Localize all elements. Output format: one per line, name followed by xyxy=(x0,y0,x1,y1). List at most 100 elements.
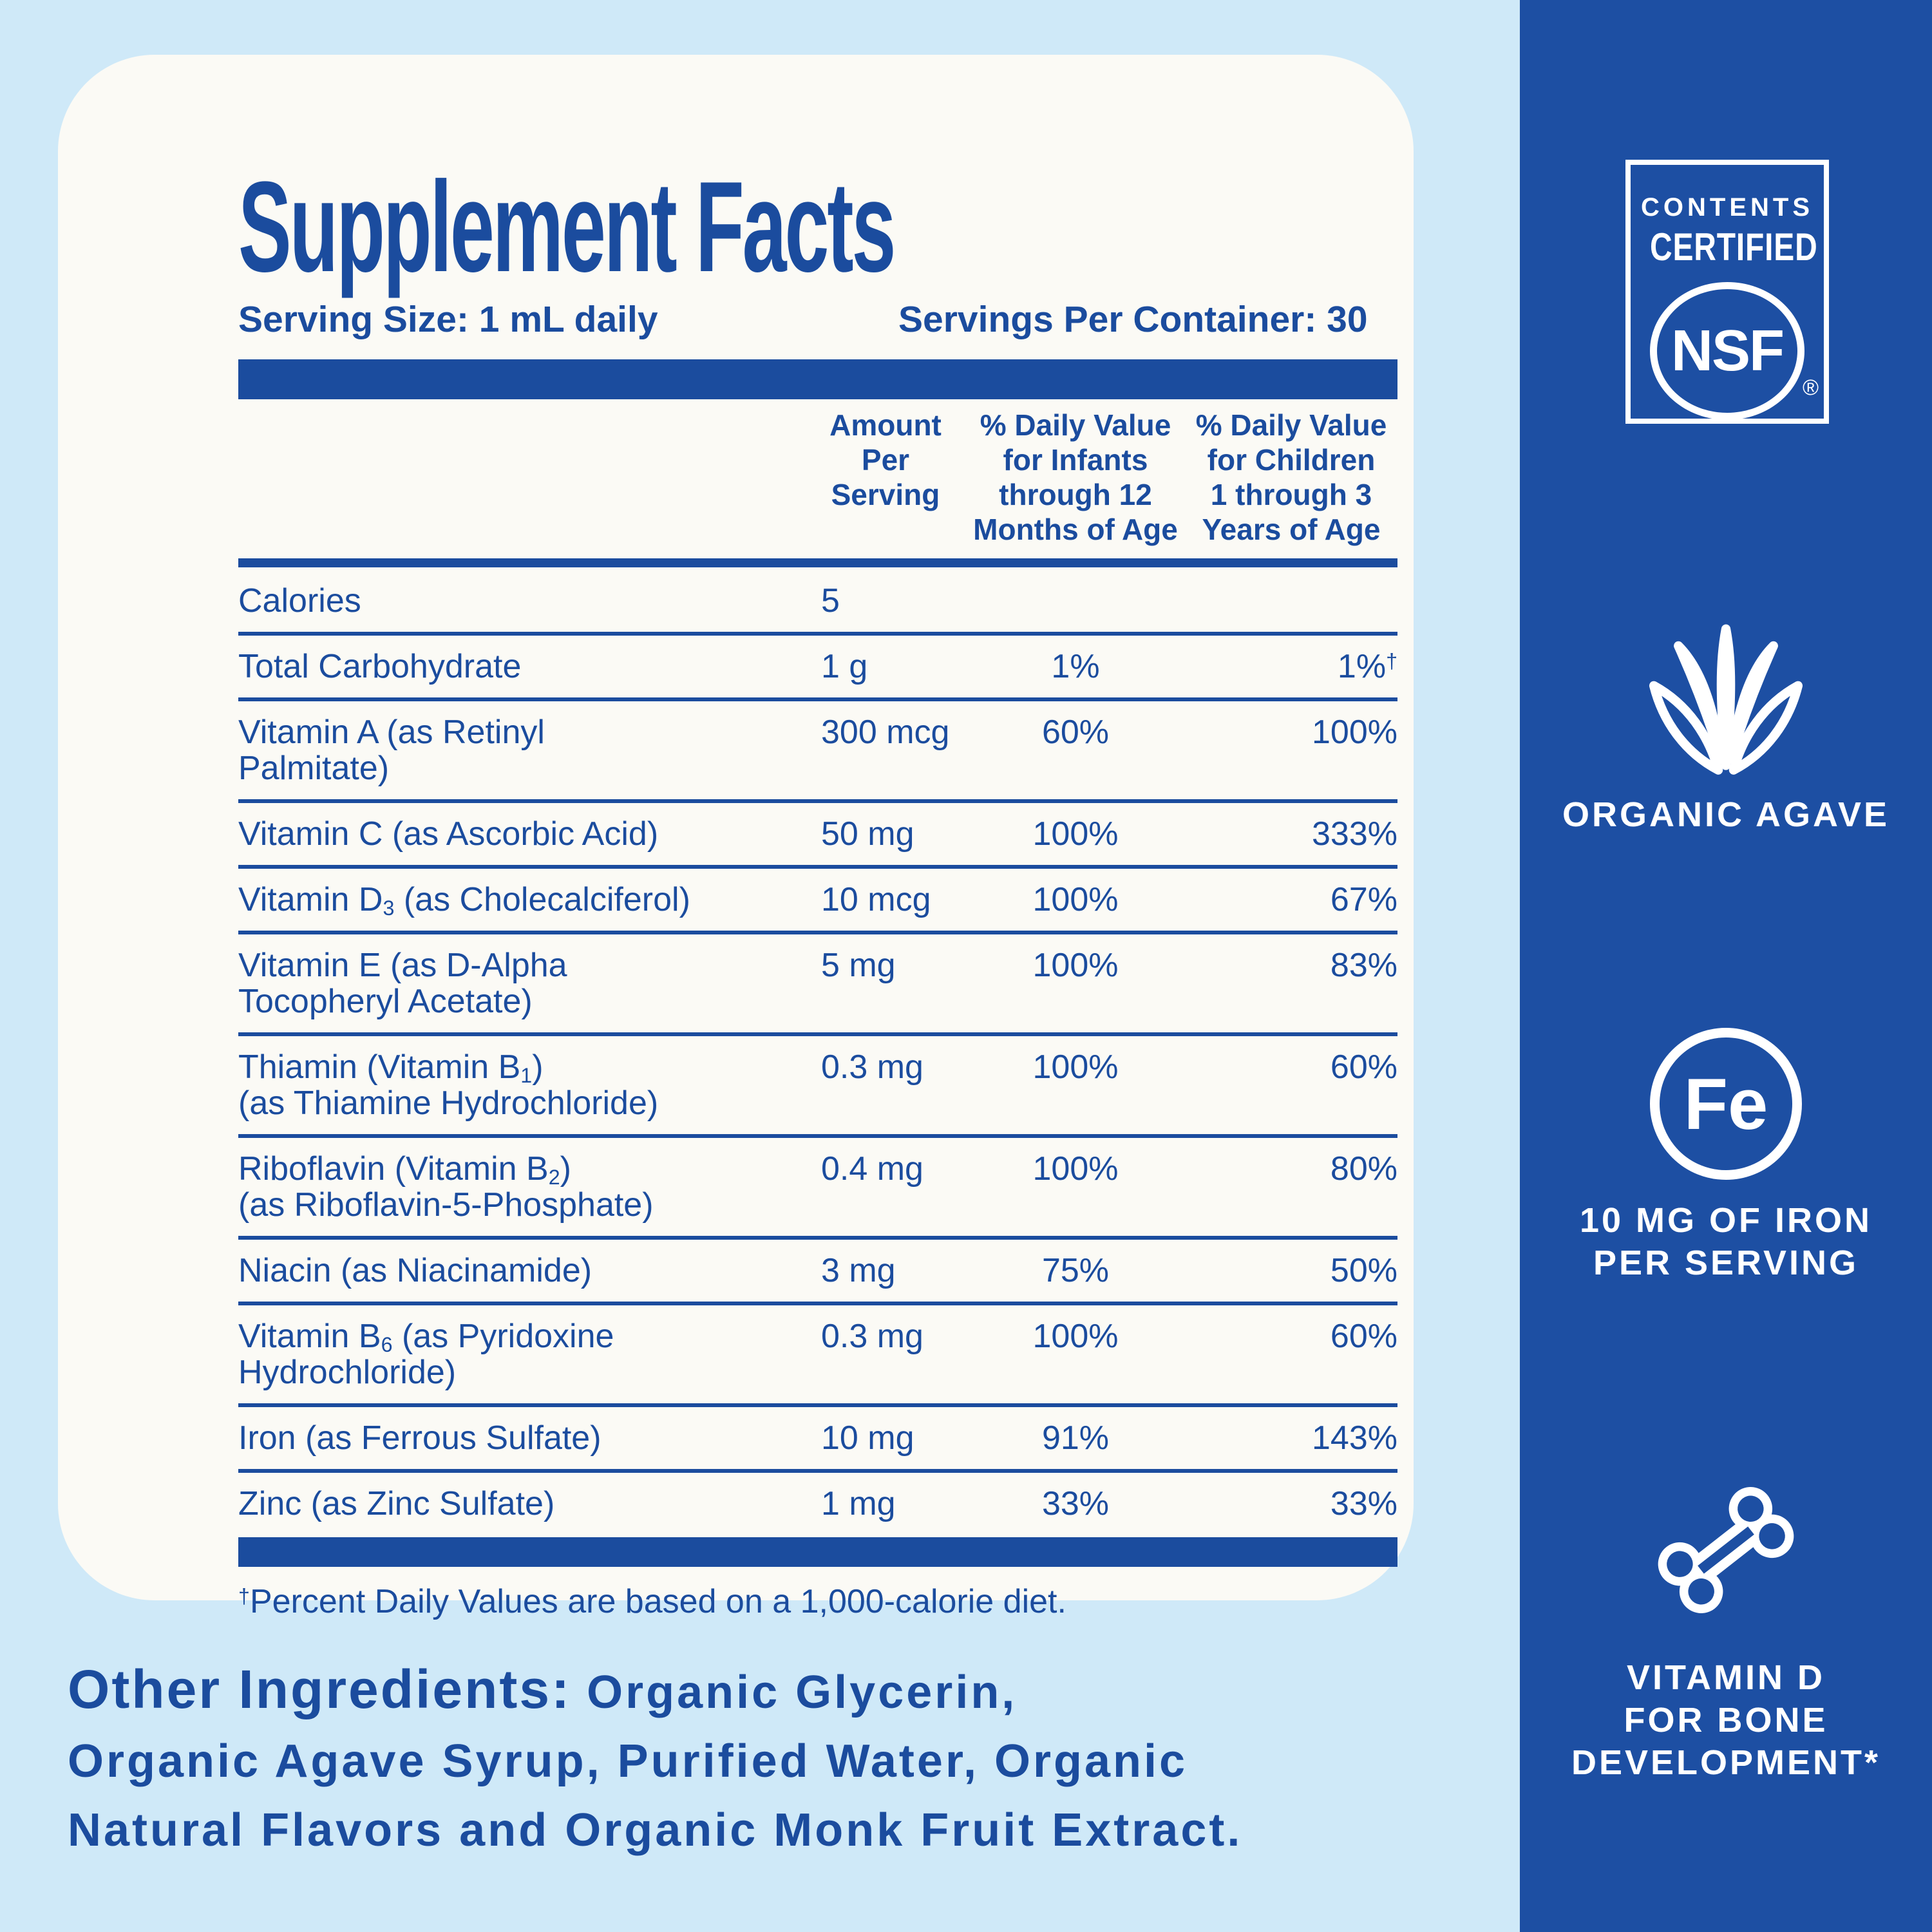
row-name: Calories xyxy=(238,582,361,620)
table-row: Calories 5 xyxy=(238,570,1397,636)
row-name: Vitamin A (as Retinyl Palmitate) xyxy=(238,714,545,787)
bone-label-line2: FOR BONE xyxy=(1624,1701,1828,1739)
row-children: 80% xyxy=(1330,1150,1397,1188)
row-infants: 100% xyxy=(1032,881,1119,918)
iron-fe-icon: Fe xyxy=(1650,1028,1802,1180)
header-daily-value-children: % Daily Value for Children 1 through 3 Y… xyxy=(1195,408,1387,546)
bone-label-line3: DEVELOPMENT* xyxy=(1571,1743,1881,1782)
row-amount: 0.3 mg xyxy=(821,1048,923,1086)
organic-agave-label: ORGANIC AGAVE xyxy=(1562,795,1890,834)
table-row: Thiamin (Vitamin B1) (as Thiamine Hydroc… xyxy=(238,1036,1397,1138)
row-infants: 60% xyxy=(1041,714,1110,751)
nsf-certified-badge: CONTENTS CERTIFIED NSF ® xyxy=(1625,160,1829,424)
row-amount: 50 mg xyxy=(821,815,914,853)
table-row: Vitamin D3 (as Cholecalciferol) 10 mcg 100… xyxy=(238,869,1397,934)
other-ingredients-line3: Natural Flavors and Organic Monk Fruit E… xyxy=(68,1804,1243,1856)
supplement-facts-panel: Supplement Facts Serving Size: 1 mL dail… xyxy=(58,55,1414,1620)
table-header-row: Amount Per Serving % Daily Value for Inf… xyxy=(238,408,1397,547)
iron-amount-label: 10 MG OF IRON PER SERVING xyxy=(1520,1199,1932,1284)
row-infants: 33% xyxy=(1041,1485,1110,1522)
table-row: Vitamin C (as Ascorbic Acid) 50 mg 100% 333… xyxy=(238,803,1397,869)
table-row: Vitamin E (as D-Alpha Tocopheryl Acetate… xyxy=(238,934,1397,1036)
header-daily-value-infants: % Daily Value for Infants through 12 Mon… xyxy=(973,408,1178,546)
row-infants: 75% xyxy=(1041,1252,1110,1289)
bone-icon xyxy=(1658,1487,1794,1613)
table-row: Total Carbohydrate 1 g 1% 1%† xyxy=(238,636,1397,701)
divider-bar-top xyxy=(238,359,1397,399)
row-children: 67% xyxy=(1330,881,1397,918)
row-name: Total Carbohydrate xyxy=(238,648,522,685)
nsf-certified-label: CERTIFIED xyxy=(1650,225,1818,269)
row-children: 333% xyxy=(1312,815,1397,853)
row-amount: 300 mcg xyxy=(821,714,950,751)
footnote-text: Percent Daily Values are based on a 1,00… xyxy=(249,1583,1066,1620)
header-amount-per-serving: Amount Per Serving xyxy=(829,408,942,511)
serving-size: Serving Size: 1 mL daily xyxy=(238,299,658,340)
row-name: Thiamin (Vitamin B1) (as Thiamine Hydroc… xyxy=(238,1048,659,1122)
other-ingredients-label: Other Ingredients: xyxy=(68,1659,572,1719)
agave-icon xyxy=(1649,624,1803,775)
page-title: Supplement Facts xyxy=(238,155,896,299)
row-children: 1%† xyxy=(1337,648,1397,685)
table-row: Vitamin B6 (as Pyridoxine Hydrochloride)… xyxy=(238,1305,1397,1407)
table-row: Iron (as Ferrous Sulfate) 10 mg 91% 143% xyxy=(238,1407,1397,1473)
footnote-dagger: † xyxy=(238,1584,250,1608)
row-amount: 3 mg xyxy=(821,1252,896,1289)
row-name: Vitamin C (as Ascorbic Acid) xyxy=(238,815,659,853)
row-infants xyxy=(966,583,1185,619)
nsf-logo-oval: NSF xyxy=(1650,282,1804,420)
row-children: 100% xyxy=(1312,714,1397,751)
table-row: Niacin (as Niacinamide) 3 mg 75% 50% xyxy=(238,1240,1397,1305)
facts-table-body: Calories 5 Total Carbohydrate 1 g 1% 1%† Vitam… xyxy=(238,570,1397,1535)
row-amount: 5 xyxy=(821,582,840,620)
header-spacer xyxy=(238,408,805,547)
other-ingredients-line1: Other Ingredients: Organic Glycerin, xyxy=(68,1655,1420,1727)
row-amount: 0.4 mg xyxy=(821,1150,923,1188)
row-name: Vitamin D3 (as Cholecalciferol) xyxy=(238,881,690,920)
nsf-logo: NSF xyxy=(1671,318,1785,383)
servings-per-container: Servings Per Container: 30 xyxy=(898,299,1368,340)
other-ingredients: Other Ingredients: Organic Glycerin, Org… xyxy=(68,1655,1420,1865)
iron-label-line2: PER SERVING xyxy=(1593,1244,1859,1282)
iron-label-line1: 10 MG OF IRON xyxy=(1579,1201,1873,1240)
row-name: Niacin (as Niacinamide) xyxy=(238,1252,592,1289)
row-amount: 0.3 mg xyxy=(821,1318,923,1355)
header-rule xyxy=(238,558,1397,567)
right-band: CONTENTS CERTIFIED NSF ® ORGANIC AGAVE F… xyxy=(1520,0,1932,1932)
nsf-registered-mark: ® xyxy=(1802,375,1819,400)
row-infants: 100% xyxy=(1032,1150,1119,1188)
row-infants: 100% xyxy=(1032,815,1119,853)
row-amount: 10 mg xyxy=(821,1419,914,1457)
row-children: 50% xyxy=(1330,1252,1397,1289)
row-infants: 100% xyxy=(1032,1048,1119,1086)
row-name: Zinc (as Zinc Sulfate) xyxy=(238,1485,555,1522)
row-children: 33% xyxy=(1330,1485,1397,1522)
row-name: Vitamin B6 (as Pyridoxine Hydrochloride) xyxy=(238,1318,614,1391)
vitamin-d-bone-label: VITAMIN D FOR BONE DEVELOPMENT* xyxy=(1520,1656,1932,1784)
row-amount: 1 g xyxy=(821,648,868,685)
table-row: Riboflavin (Vitamin B2) (as Riboflavin-5… xyxy=(238,1138,1397,1240)
table-row: Vitamin A (as Retinyl Palmitate) 300 mcg 6… xyxy=(238,701,1397,803)
row-children xyxy=(1185,583,1397,619)
row-children: 60% xyxy=(1330,1048,1397,1086)
row-name: Vitamin E (as D-Alpha Tocopheryl Acetate… xyxy=(238,947,567,1020)
footnote: †Percent Daily Values are based on a 1,0… xyxy=(238,1582,1066,1621)
serving-row: Serving Size: 1 mL daily Servings Per Co… xyxy=(238,298,1397,343)
row-infants: 91% xyxy=(1041,1419,1110,1457)
row-children: 83% xyxy=(1330,947,1397,984)
other-ingredients-line1-rest: Organic Glycerin, xyxy=(571,1667,1018,1718)
row-amount: 1 mg xyxy=(821,1485,896,1522)
divider-bar-bottom xyxy=(238,1537,1397,1567)
row-name: Riboflavin (Vitamin B2) (as Riboflavin-5… xyxy=(238,1150,654,1224)
row-infants: 100% xyxy=(1032,947,1119,984)
other-ingredients-line2: Organic Agave Syrup, Purified Water, Org… xyxy=(68,1736,1188,1787)
row-amount: 10 mcg xyxy=(821,881,931,918)
fe-symbol: Fe xyxy=(1683,1063,1768,1144)
table-row: Zinc (as Zinc Sulfate) 1 mg 33% 33% xyxy=(238,1473,1397,1535)
bone-label-line1: VITAMIN D xyxy=(1627,1658,1825,1697)
nsf-contents-label: CONTENTS xyxy=(1641,193,1814,222)
row-infants: 100% xyxy=(1032,1318,1119,1355)
row-amount: 5 mg xyxy=(821,947,896,984)
row-children: 143% xyxy=(1312,1419,1397,1457)
